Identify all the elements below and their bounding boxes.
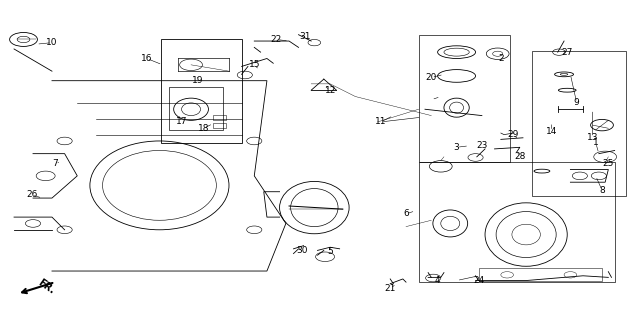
Text: 21: 21 — [385, 284, 396, 293]
Text: 9: 9 — [574, 99, 580, 108]
Text: 1: 1 — [593, 138, 599, 147]
Bar — [479, 268, 602, 281]
Text: 28: 28 — [514, 152, 526, 161]
Text: 13: 13 — [587, 133, 598, 142]
Text: 14: 14 — [545, 127, 557, 136]
Bar — [418, 35, 511, 162]
Text: 12: 12 — [324, 86, 336, 95]
Text: 15: 15 — [248, 60, 260, 69]
Text: 26: 26 — [26, 190, 37, 199]
Bar — [213, 115, 226, 120]
Text: 23: 23 — [476, 141, 488, 150]
Bar — [213, 123, 226, 128]
Text: 27: 27 — [561, 48, 573, 57]
Bar — [169, 87, 223, 130]
Text: 5: 5 — [327, 247, 333, 257]
Text: 11: 11 — [375, 117, 387, 126]
Text: 31: 31 — [299, 32, 311, 41]
Bar — [533, 51, 626, 196]
Text: 25: 25 — [603, 159, 614, 168]
Text: 29: 29 — [508, 130, 519, 139]
Text: 10: 10 — [46, 38, 58, 47]
Text: 24: 24 — [473, 276, 485, 285]
Text: 22: 22 — [271, 35, 282, 44]
Bar — [161, 39, 242, 142]
Text: 6: 6 — [403, 209, 409, 219]
Text: 8: 8 — [599, 186, 605, 195]
Text: 18: 18 — [198, 124, 210, 133]
Text: 20: 20 — [425, 73, 437, 82]
Text: 3: 3 — [454, 143, 460, 152]
Text: 30: 30 — [296, 246, 307, 255]
Text: 16: 16 — [141, 54, 152, 63]
Text: FR.: FR. — [36, 278, 57, 296]
Text: 17: 17 — [176, 117, 187, 126]
Text: 7: 7 — [52, 159, 58, 168]
Text: 4: 4 — [435, 276, 441, 285]
Bar — [418, 162, 615, 282]
Text: 19: 19 — [192, 76, 203, 85]
Text: 2: 2 — [498, 54, 504, 63]
